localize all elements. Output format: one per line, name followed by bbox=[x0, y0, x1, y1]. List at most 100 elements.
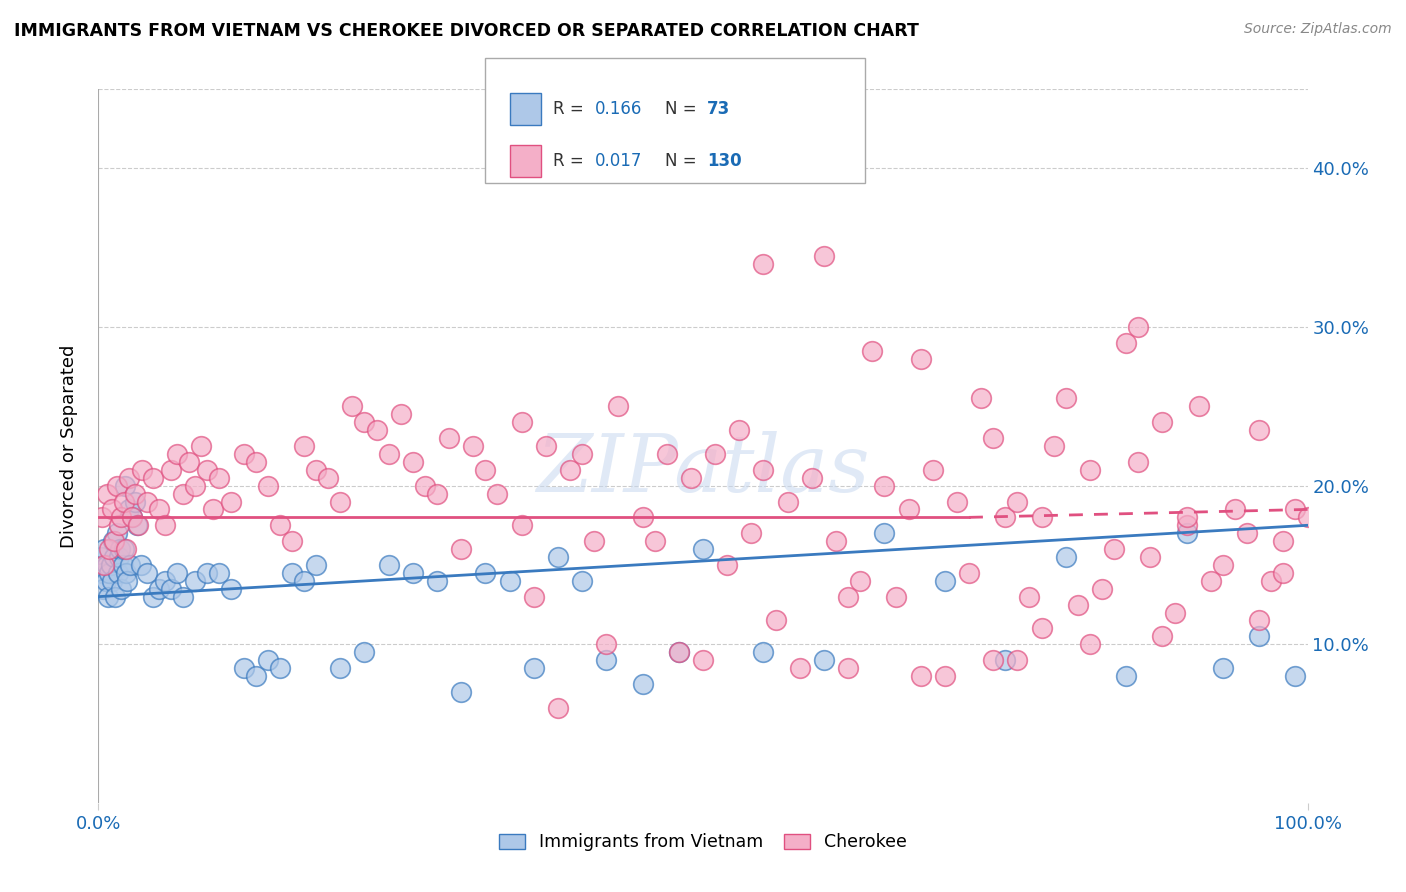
Point bbox=[1284, 502, 1306, 516]
Point bbox=[115, 542, 138, 557]
Text: N =: N = bbox=[665, 152, 702, 170]
Text: Source: ZipAtlas.com: Source: ZipAtlas.com bbox=[1244, 22, 1392, 37]
Text: N =: N = bbox=[665, 100, 702, 118]
Point bbox=[103, 549, 125, 564]
Point bbox=[124, 494, 146, 508]
Point bbox=[112, 542, 135, 557]
Point bbox=[776, 494, 799, 508]
Point bbox=[1139, 549, 1161, 564]
Point bbox=[190, 439, 212, 453]
Point bbox=[668, 645, 690, 659]
Point bbox=[607, 400, 630, 414]
Point bbox=[1115, 335, 1137, 350]
Point bbox=[1128, 320, 1150, 334]
Point bbox=[1188, 400, 1211, 414]
Point bbox=[981, 431, 1004, 445]
Point bbox=[692, 542, 714, 557]
Point bbox=[221, 494, 243, 508]
Point bbox=[1078, 637, 1101, 651]
Point bbox=[245, 669, 267, 683]
Point bbox=[179, 455, 201, 469]
Point bbox=[1067, 598, 1090, 612]
Point bbox=[1212, 558, 1234, 572]
Point bbox=[172, 486, 194, 500]
Point bbox=[96, 558, 118, 572]
Point bbox=[860, 343, 883, 358]
Point bbox=[108, 549, 131, 564]
Point bbox=[329, 661, 352, 675]
Point bbox=[789, 661, 811, 675]
Point bbox=[1175, 518, 1198, 533]
Point bbox=[269, 661, 291, 675]
Point bbox=[110, 510, 132, 524]
Text: ZIPatlas: ZIPatlas bbox=[536, 431, 870, 508]
Point bbox=[1249, 614, 1271, 628]
Point bbox=[256, 478, 278, 492]
Point bbox=[981, 653, 1004, 667]
Point bbox=[98, 566, 121, 580]
Point bbox=[886, 590, 908, 604]
Point bbox=[96, 486, 118, 500]
Point bbox=[1018, 590, 1040, 604]
Point bbox=[934, 574, 956, 588]
Y-axis label: Divorced or Separated: Divorced or Separated bbox=[59, 344, 77, 548]
Text: R =: R = bbox=[553, 152, 589, 170]
Point bbox=[583, 534, 606, 549]
Point bbox=[1212, 661, 1234, 675]
Point bbox=[93, 542, 115, 557]
Point bbox=[269, 518, 291, 533]
Point bbox=[873, 526, 896, 541]
Point bbox=[498, 574, 520, 588]
Point bbox=[103, 534, 125, 549]
Point bbox=[800, 471, 823, 485]
Point bbox=[534, 439, 557, 453]
Point bbox=[118, 502, 141, 516]
Point bbox=[245, 455, 267, 469]
Point bbox=[148, 502, 170, 516]
Point bbox=[101, 534, 124, 549]
Point bbox=[1175, 510, 1198, 524]
Point bbox=[994, 510, 1017, 524]
Point bbox=[655, 447, 678, 461]
Point bbox=[752, 645, 775, 659]
Point bbox=[153, 574, 176, 588]
Point bbox=[813, 249, 835, 263]
Point bbox=[595, 653, 617, 667]
Point bbox=[523, 590, 546, 604]
Point bbox=[1249, 423, 1271, 437]
Point bbox=[166, 447, 188, 461]
Point bbox=[426, 486, 449, 500]
Point bbox=[873, 478, 896, 492]
Point bbox=[108, 518, 131, 533]
Point bbox=[153, 518, 176, 533]
Point bbox=[184, 478, 207, 492]
Point bbox=[402, 566, 425, 580]
Point bbox=[127, 518, 149, 533]
Point bbox=[450, 685, 472, 699]
Point bbox=[910, 669, 932, 683]
Point bbox=[934, 669, 956, 683]
Point bbox=[510, 415, 533, 429]
Point bbox=[644, 534, 666, 549]
Legend: Immigrants from Vietnam, Cherokee: Immigrants from Vietnam, Cherokee bbox=[492, 827, 914, 858]
Point bbox=[256, 653, 278, 667]
Point bbox=[316, 471, 339, 485]
Point bbox=[135, 566, 157, 580]
Point bbox=[208, 471, 231, 485]
Point bbox=[413, 478, 436, 492]
Point bbox=[105, 526, 128, 541]
Point bbox=[679, 471, 702, 485]
Point bbox=[90, 549, 112, 564]
Point bbox=[1152, 629, 1174, 643]
Point bbox=[946, 494, 969, 508]
Point bbox=[849, 574, 872, 588]
Point bbox=[208, 566, 231, 580]
Point bbox=[547, 700, 569, 714]
Point bbox=[129, 558, 152, 572]
Point bbox=[142, 471, 165, 485]
Point bbox=[1223, 502, 1246, 516]
Point bbox=[377, 558, 399, 572]
Point bbox=[837, 590, 859, 604]
Point bbox=[111, 558, 134, 572]
Point bbox=[114, 478, 136, 492]
